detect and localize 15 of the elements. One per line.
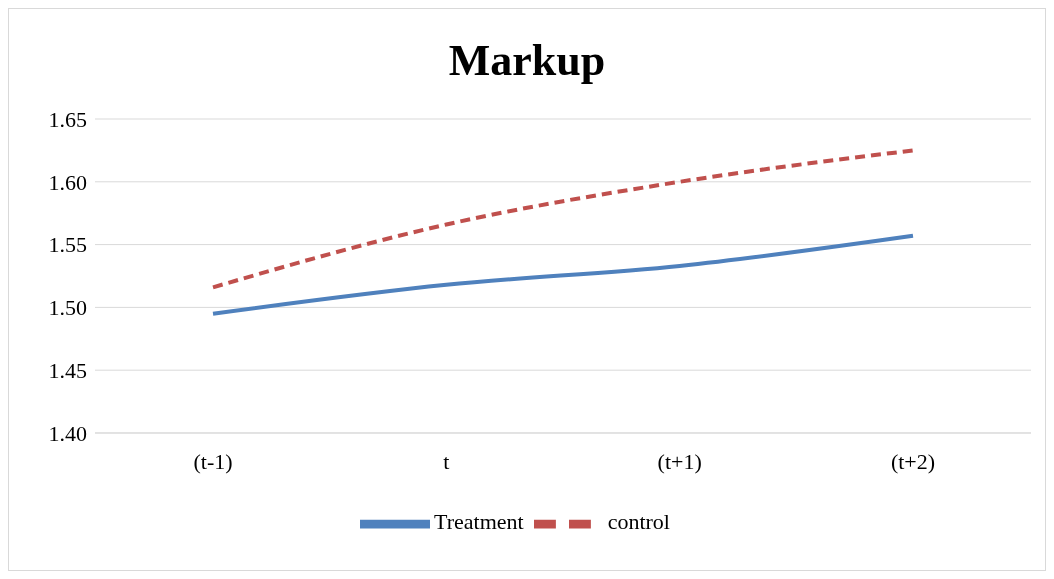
legend-label: Treatment <box>434 509 524 535</box>
chart-title: Markup <box>447 35 607 87</box>
line-series <box>211 233 915 316</box>
y-tick-label: 1.60 <box>48 169 87 195</box>
x-tick-label: (t+2) <box>890 448 936 474</box>
x-tick-label: (t+1) <box>657 448 702 474</box>
x-tick-label: (t-1) <box>193 448 233 474</box>
y-tick-label: 1.40 <box>48 420 87 446</box>
y-tick-label: 1.65 <box>48 106 87 132</box>
y-tick-label: 1.45 <box>48 358 87 384</box>
y-tick-label: 1.50 <box>48 295 87 321</box>
y-tick-label: 1.55 <box>48 232 87 258</box>
legend-label: control <box>607 509 670 535</box>
x-tick-label: t <box>443 448 450 474</box>
line-series <box>211 148 915 290</box>
